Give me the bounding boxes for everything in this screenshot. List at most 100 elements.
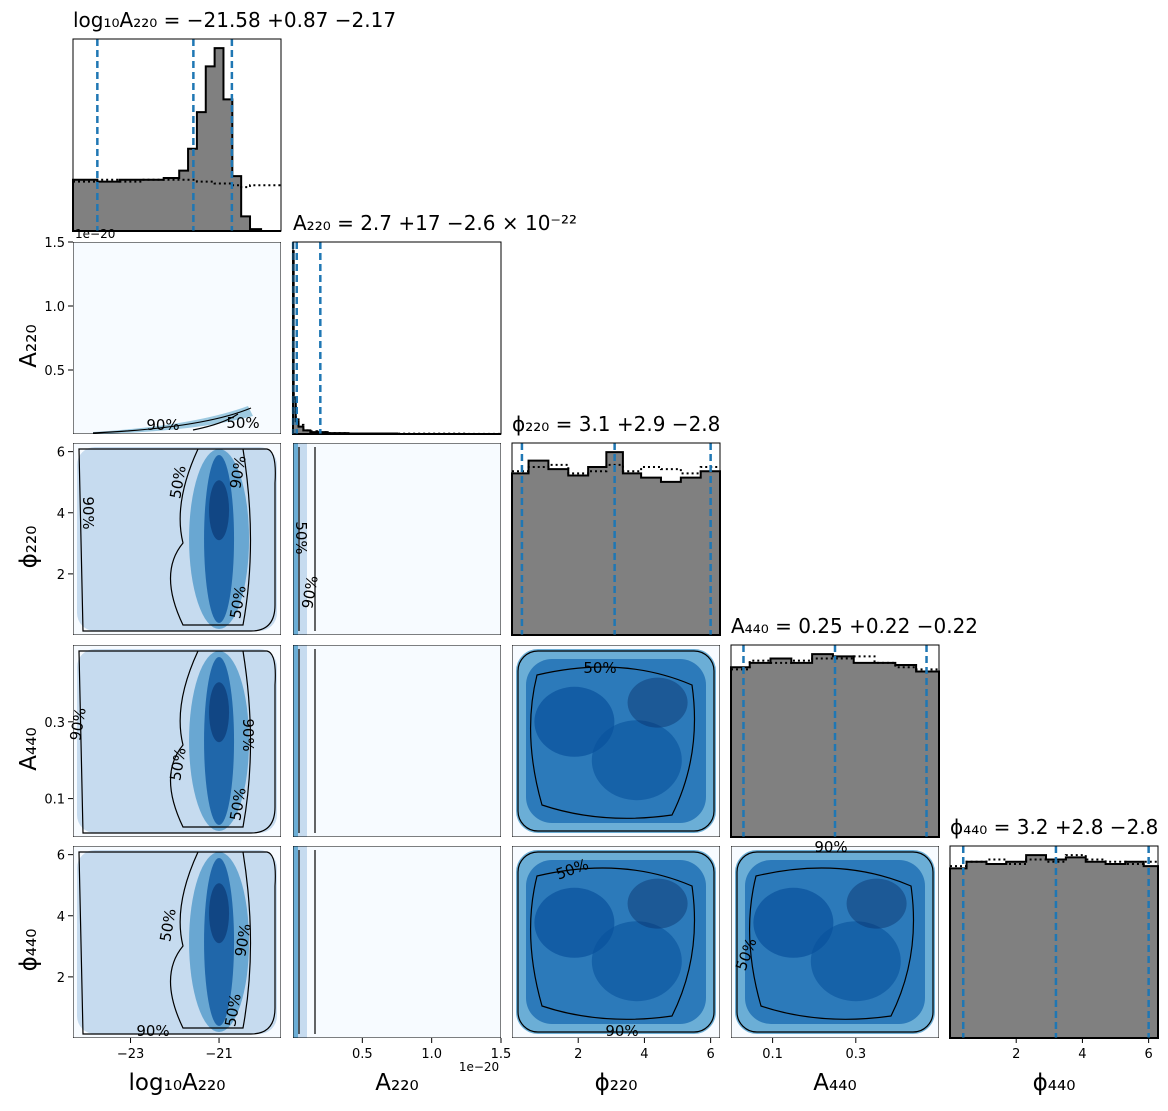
hist-panel-logA220 (72, 38, 282, 232)
y-offset-text: 1e−20 (75, 227, 115, 241)
density-panel-A220-phi220 (293, 443, 501, 635)
density-panel-phi220-A440 (512, 645, 720, 837)
density-blob (810, 921, 901, 1002)
contour-90 (92, 407, 252, 434)
contour-90 (736, 851, 934, 1033)
contour-50 (529, 666, 696, 819)
density-blob (627, 878, 688, 929)
contour-50 (192, 413, 239, 431)
density-panel-A220-A440 (293, 645, 501, 837)
density-edge-core (293, 443, 298, 635)
posterior-histogram (949, 854, 1159, 1039)
contour-50 (169, 448, 252, 626)
contour-50 (748, 867, 915, 1020)
x-tick-label: 1.5 (491, 1047, 512, 1062)
contour-90 (78, 650, 276, 834)
contour-label: 50% (221, 992, 245, 1028)
contour-label: 90% (239, 718, 257, 751)
posterior-histogram (72, 47, 281, 232)
x-tick-label: 0.1 (762, 1047, 783, 1062)
contour-50 (529, 867, 696, 1020)
x-offset-text: 1e−20 (459, 1060, 499, 1074)
contour-label: 50% (226, 584, 250, 620)
contour-label: 90% (814, 838, 847, 856)
x-tick-label: 0.3 (845, 1047, 866, 1062)
x-axis-label-logA220: log₁₀A₂₂₀ (129, 1070, 226, 1096)
density-panel-logA220-A220 (73, 242, 281, 434)
panel-frame (949, 845, 1159, 1039)
density-panel-phi220-phi440 (512, 846, 720, 1038)
x-axis-label-A220: A₂₂₀ (375, 1070, 418, 1096)
contour-label: 50% (226, 414, 259, 432)
y-tick-label: 0.5 (44, 364, 65, 379)
contour-50 (169, 650, 252, 828)
y-tick-label: 2 (57, 568, 65, 583)
contour-90 (517, 851, 715, 1033)
y-axis-label-A220: A₂₂₀ (16, 324, 42, 367)
posterior-histogram (292, 250, 501, 435)
prior-histogram (73, 178, 281, 189)
y-tick-label: 6 (57, 849, 65, 864)
y-tick-label: 0.1 (44, 793, 65, 808)
x-tick-label: 4 (1078, 1047, 1086, 1062)
contour-label: 50% (292, 521, 310, 554)
density-blob (534, 887, 615, 958)
posterior-histogram (511, 451, 721, 636)
y-axis-label-A440: A₄₄₀ (16, 727, 42, 770)
density-ridge (93, 406, 253, 434)
density-edge-core (293, 846, 298, 1038)
contour-label: 50% (166, 746, 190, 782)
contour-50 (169, 851, 252, 1029)
y-tick-label: 6 (57, 446, 65, 461)
contour-label: 90% (226, 454, 250, 490)
panel-frame (730, 644, 940, 838)
hist-panel-phi440 (949, 845, 1159, 1039)
density-panel-logA220-phi220 (73, 443, 281, 635)
density-peak (209, 883, 230, 944)
hist-panel-A220 (291, 241, 502, 435)
y-tick-label: 4 (57, 507, 65, 522)
contour-label: 50% (166, 464, 190, 500)
diag-title-phi440: ϕ₄₄₀ = 3.2 +2.8 −2.8 (950, 815, 1158, 839)
y-tick-label: 1.5 (44, 236, 65, 251)
density-blob (591, 720, 682, 801)
contour-label: 90% (136, 1022, 169, 1040)
density-panel-logA220-A440 (73, 645, 281, 837)
y-tick-label: 0.3 (44, 716, 65, 731)
y-tick-label: 1.0 (44, 300, 65, 315)
density-blob (534, 686, 615, 757)
density-panel-A220-phi440 (293, 846, 501, 1038)
contour-label: 90% (298, 574, 322, 610)
x-axis-label-phi440: ϕ₄₄₀ (1033, 1070, 1076, 1096)
density-edge-core (293, 645, 298, 837)
density-panel-logA220-phi440 (73, 846, 281, 1038)
panel-frame (72, 38, 282, 232)
prior-histogram (292, 392, 501, 435)
contour-label: 50% (226, 786, 250, 822)
density-peak (209, 682, 230, 743)
density-blob (627, 677, 688, 728)
density-blob (846, 878, 907, 929)
x-tick-label: 2 (1012, 1047, 1020, 1062)
x-tick-label: 6 (1144, 1047, 1152, 1062)
contour-label: 50% (156, 907, 180, 943)
y-tick-label: 4 (57, 910, 65, 925)
contour-label: 50% (583, 659, 616, 677)
y-tick-label: 2 (57, 971, 65, 986)
diag-title-A440: A₄₄₀ = 0.25 +0.22 −0.22 (731, 614, 978, 638)
x-axis-label-A440: A₄₄₀ (813, 1070, 856, 1096)
contour-label: 90% (146, 416, 179, 434)
contour-label: 90% (79, 496, 97, 529)
contour-90 (78, 851, 276, 1035)
contour-label: 90% (231, 922, 255, 958)
density-peak (209, 480, 230, 541)
x-tick-label: −21 (205, 1047, 232, 1062)
diag-title-A220: A₂₂₀ = 2.7 +17 −2.6 × 10⁻²² (293, 211, 577, 235)
x-tick-label: 6 (706, 1047, 714, 1062)
panel-frame (511, 442, 721, 636)
contour-label: 90% (605, 1022, 638, 1040)
contour-90 (517, 650, 715, 832)
prior-histogram (512, 463, 720, 475)
